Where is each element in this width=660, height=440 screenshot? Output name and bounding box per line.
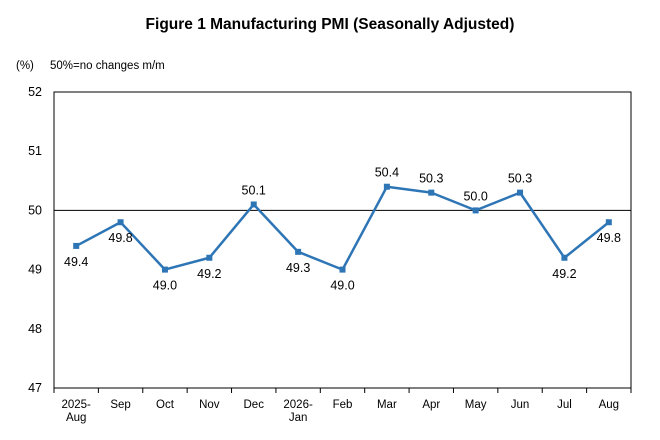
data-point <box>250 201 257 208</box>
y-tick-label: 47 <box>28 381 42 395</box>
x-tick-label: Jul <box>557 399 572 411</box>
x-tick-label: Apr <box>422 399 440 411</box>
data-label: 49.3 <box>286 261 310 275</box>
data-label: 50.3 <box>508 172 532 186</box>
data-point <box>383 183 390 190</box>
x-tick-label: Feb <box>333 399 353 411</box>
data-label: 50.3 <box>419 172 443 186</box>
data-point <box>561 254 568 261</box>
data-point <box>73 242 80 249</box>
data-label: 49.4 <box>64 255 88 269</box>
data-point <box>161 266 168 273</box>
y-tick-label: 52 <box>28 85 42 99</box>
y-tick-label: 48 <box>28 322 42 336</box>
data-point <box>472 207 479 214</box>
x-tick-label: 2026- <box>283 399 313 411</box>
data-label: 49.0 <box>330 279 354 293</box>
data-label: 50.0 <box>463 189 487 203</box>
data-label: 49.2 <box>552 267 576 281</box>
plot-area: 49.4 49.8 49.0 49.2 50.1 49.3 49.0 50.4 50.3 50.0… <box>53 91 632 389</box>
y-tick-label: 50 <box>28 203 42 217</box>
x-tick-label: Jan <box>289 412 308 424</box>
x-tick-label: Aug <box>599 399 619 411</box>
x-tick-label: Dec <box>244 399 265 411</box>
data-label: 49.8 <box>108 231 132 245</box>
baseline-note: 50%=no changes m/m <box>50 60 165 72</box>
pmi-series-line <box>75 185 610 271</box>
x-tick-label: May <box>465 399 487 411</box>
unit-label: (%) <box>16 60 34 72</box>
data-label: 49.2 <box>197 267 221 281</box>
data-label: 50.1 <box>242 183 266 197</box>
chart-title: Figure 1 Manufacturing PMI (Seasonally A… <box>145 16 515 33</box>
x-tick-label: Nov <box>199 399 220 411</box>
y-tick-label: 51 <box>28 144 42 158</box>
data-label: 49.8 <box>597 231 621 245</box>
x-tick-label: Sep <box>110 399 130 411</box>
data-point <box>295 248 302 255</box>
x-tick-label: Mar <box>377 399 397 411</box>
data-point <box>117 219 124 226</box>
data-label: 49.0 <box>153 279 177 293</box>
data-point <box>605 219 612 226</box>
data-point <box>428 189 435 196</box>
y-axis: 47 48 49 50 51 52 <box>28 85 42 395</box>
x-tick-label: Aug <box>66 412 86 424</box>
y-tick-label: 49 <box>28 263 42 277</box>
data-label: 50.4 <box>375 166 399 180</box>
plot-frame <box>53 91 632 389</box>
x-tick-label: Jun <box>511 399 530 411</box>
data-point <box>206 254 213 261</box>
data-point <box>517 189 524 196</box>
data-point <box>339 266 346 273</box>
x-tick-label: 2025- <box>61 399 91 411</box>
x-tick-label: Oct <box>156 399 175 411</box>
